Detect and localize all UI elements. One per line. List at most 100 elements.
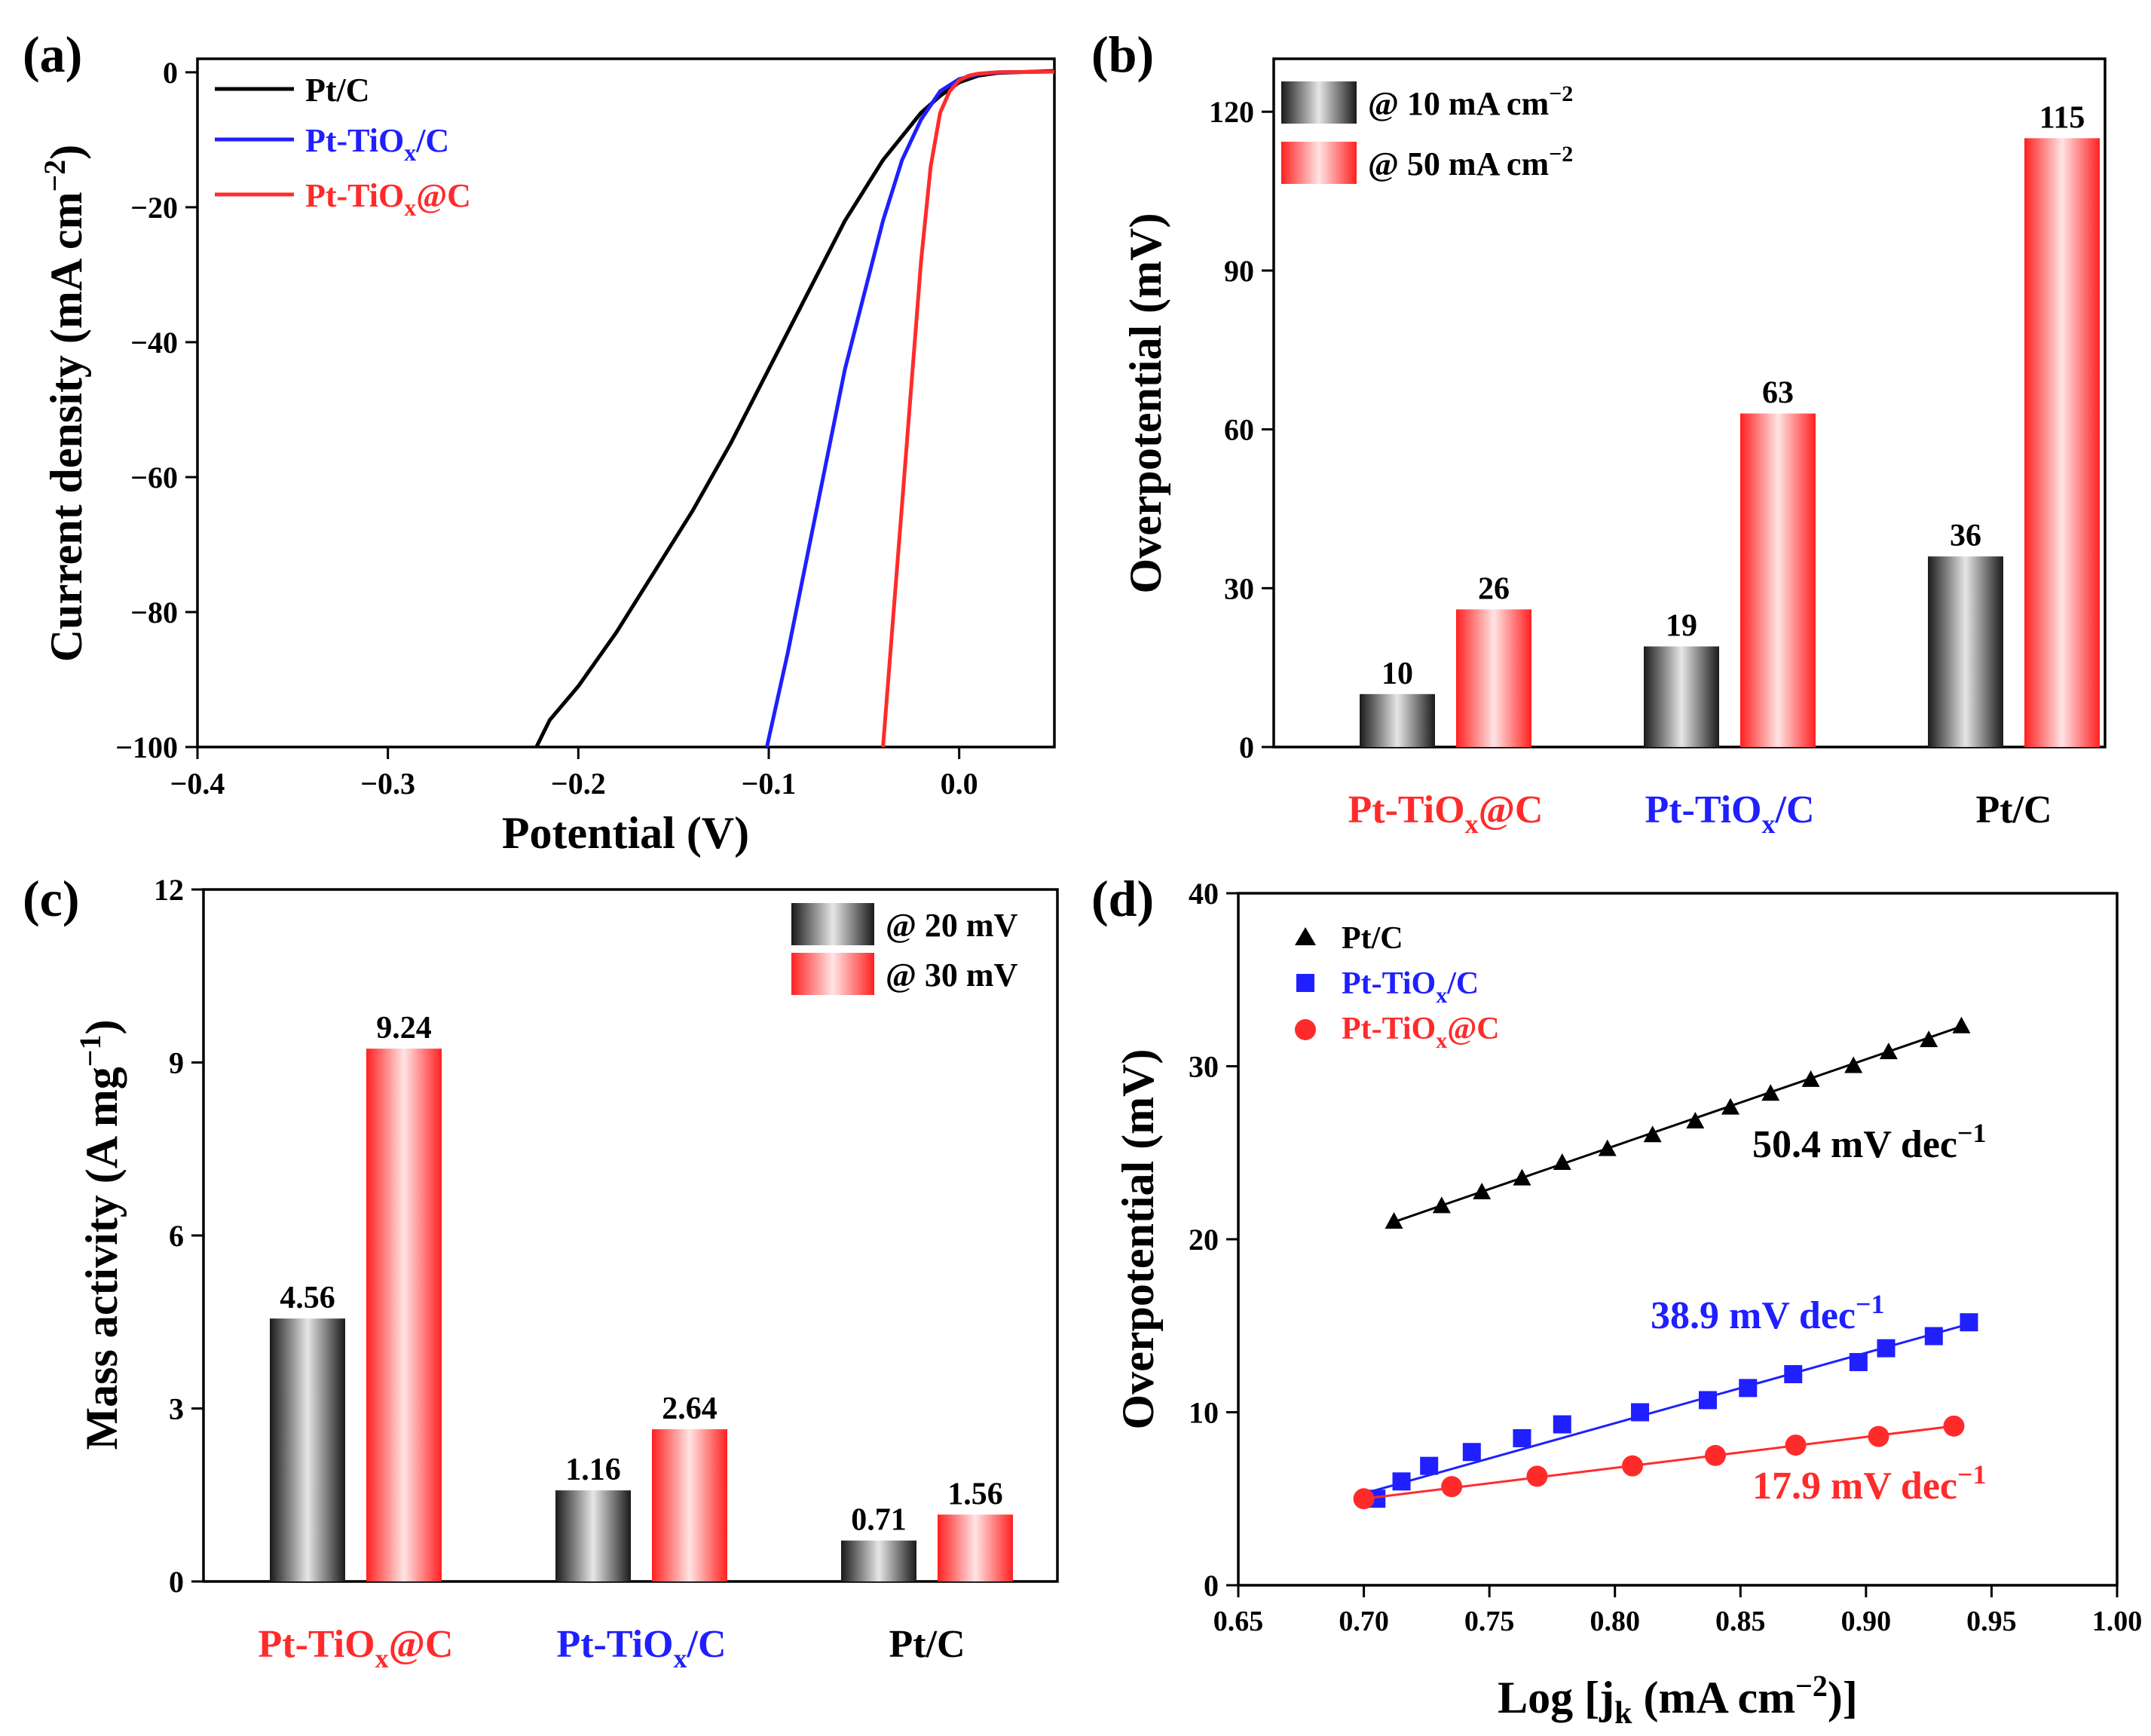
panel-c: (c) 0 3 6 9 12 4.56 9.24 1.16 2.64 0.71 1.56 Pt-T… xyxy=(23,870,1059,1673)
data-point xyxy=(1513,1168,1531,1186)
data-point xyxy=(1879,1043,1898,1060)
bar xyxy=(2024,138,2100,747)
series-line xyxy=(881,69,1055,748)
data-point xyxy=(1721,1098,1739,1115)
legend-marker-ptc xyxy=(1295,927,1316,945)
data-point xyxy=(1704,1444,1726,1466)
bar-value-label: 1.56 xyxy=(947,1477,1003,1511)
bar xyxy=(270,1318,345,1581)
legend-swatch-10ma xyxy=(1281,81,1357,124)
data-point xyxy=(1877,1339,1896,1358)
y-tick-label: 0 xyxy=(1204,1569,1219,1603)
bar xyxy=(366,1049,442,1581)
bar xyxy=(652,1429,727,1581)
category-label: Pt-TiOx@C xyxy=(259,1623,454,1673)
panel-a-frame xyxy=(196,57,1056,749)
data-point xyxy=(1631,1403,1650,1422)
legend-label-pt-tiox-at-c: Pt-TiOx@C xyxy=(305,177,471,221)
data-point xyxy=(1784,1365,1803,1384)
x-tick-label: 0.95 xyxy=(1966,1606,2017,1637)
legend-label-10ma: @ 10 mA cm−2 xyxy=(1368,81,1573,122)
data-point xyxy=(1643,1125,1662,1143)
panel-c-ylabel: Mass activity (A mg−1) xyxy=(73,1019,127,1450)
category-label: Pt/C xyxy=(889,1623,965,1666)
data-point xyxy=(1844,1056,1863,1073)
bar-value-label: 36 xyxy=(1950,519,1981,553)
panel-b-legend: @ 10 mA cm−2 @ 50 mA cm−2 xyxy=(1281,81,1573,184)
x-tick-label: 0.85 xyxy=(1715,1606,1766,1637)
panel-d-ylabel: Overpotential (mV) xyxy=(1113,1049,1163,1430)
data-point xyxy=(1353,1488,1375,1510)
x-tick-label: 0.80 xyxy=(1590,1606,1640,1637)
panel-d-legend: Pt/C Pt-TiOx/C Pt-TiOx@C xyxy=(1295,921,1500,1053)
tafel-label-pt-tiox-c: 38.9 mV dec−1 xyxy=(1651,1289,1885,1337)
data-point xyxy=(1462,1443,1481,1462)
legend-label-d-pt-tiox-at-c: Pt-TiOx@C xyxy=(1342,1012,1500,1053)
bar-value-label: 0.71 xyxy=(851,1503,907,1538)
data-point xyxy=(1739,1379,1758,1398)
legend-label-d-ptc: Pt/C xyxy=(1342,921,1403,956)
fit-line xyxy=(1394,1025,1962,1223)
panel-c-label: (c) xyxy=(23,870,79,927)
panel-a-ticks: −0.4 −0.3 −0.2 −0.1 0.0 0 −20 −40 −60 −80 −100 xyxy=(115,56,978,801)
bar xyxy=(1928,556,2003,747)
x-tick-label: 0.90 xyxy=(1841,1606,1892,1637)
data-point xyxy=(1441,1476,1463,1498)
panel-c-categories: Pt-TiOx@C Pt-TiOx/C Pt/C xyxy=(259,1623,965,1673)
bar-value-label: 9.24 xyxy=(376,1011,432,1046)
bar xyxy=(1456,609,1531,747)
data-point xyxy=(1686,1111,1705,1128)
bar-value-label: 2.64 xyxy=(662,1392,718,1426)
data-point xyxy=(1960,1313,1978,1332)
x-tick-label: −0.1 xyxy=(742,767,797,801)
legend-label-50ma: @ 50 mA cm−2 xyxy=(1368,142,1573,182)
data-point xyxy=(1698,1391,1717,1410)
legend-marker-pt-tiox-c xyxy=(1296,974,1314,992)
bar xyxy=(555,1490,631,1581)
data-point xyxy=(1473,1183,1492,1200)
bar-value-label: 115 xyxy=(2039,100,2085,135)
panel-c-bars: 4.56 9.24 1.16 2.64 0.71 1.56 xyxy=(270,1011,1013,1581)
y-tick-label: 40 xyxy=(1189,877,1219,911)
legend-label-30mv: @ 30 mV xyxy=(886,957,1018,994)
data-point xyxy=(1553,1415,1571,1434)
tafel-label-ptc: 50.4 mV dec−1 xyxy=(1752,1118,1987,1166)
panel-a: (a) −0.4 −0.3 −0.2 −0.1 0.0 0 −20 −40 −60 −80 −100… xyxy=(23,26,1056,858)
y-tick-label: 120 xyxy=(1209,95,1254,129)
x-tick-label: 0.70 xyxy=(1339,1606,1389,1637)
legend-swatch-50ma xyxy=(1281,142,1357,184)
data-point xyxy=(1432,1196,1451,1214)
panel-b-categories: Pt-TiOx@C Pt-TiOx/C Pt/C xyxy=(1348,788,2052,839)
panel-b-label: (b) xyxy=(1091,26,1154,83)
category-label: Pt-TiOx/C xyxy=(556,1623,726,1673)
data-point xyxy=(1622,1455,1644,1477)
y-tick-label: 0 xyxy=(1239,730,1254,764)
bar-value-label: 4.56 xyxy=(280,1281,335,1315)
y-tick-label: 30 xyxy=(1224,571,1254,605)
data-point xyxy=(1924,1327,1943,1346)
data-point xyxy=(1761,1084,1780,1101)
x-tick-label: −0.3 xyxy=(360,767,415,801)
y-tick-label: 20 xyxy=(1189,1223,1219,1257)
data-point xyxy=(1920,1030,1938,1048)
panel-a-legend: Pt/C Pt-TiOx/C Pt-TiOx@C xyxy=(215,72,471,221)
bar-value-label: 10 xyxy=(1381,657,1413,691)
data-point xyxy=(1420,1456,1439,1475)
x-tick-label: −0.2 xyxy=(551,767,606,801)
y-tick-label: 30 xyxy=(1189,1050,1219,1084)
bar-value-label: 19 xyxy=(1666,609,1697,644)
y-tick-label: −60 xyxy=(130,461,178,494)
data-point xyxy=(1385,1212,1403,1229)
y-tick-label: 10 xyxy=(1189,1396,1219,1430)
bar xyxy=(841,1540,916,1581)
tafel-label-pt-tiox-at-c: 17.9 mV dec−1 xyxy=(1752,1459,1987,1508)
panel-b-ylabel: Overpotential (mV) xyxy=(1121,213,1170,594)
y-tick-label: 6 xyxy=(169,1219,184,1253)
y-tick-label: 12 xyxy=(154,873,184,907)
bar-value-label: 63 xyxy=(1762,376,1794,411)
x-tick-label: −0.4 xyxy=(170,767,225,801)
y-tick-label: −100 xyxy=(115,730,178,764)
y-tick-label: 9 xyxy=(169,1046,184,1080)
